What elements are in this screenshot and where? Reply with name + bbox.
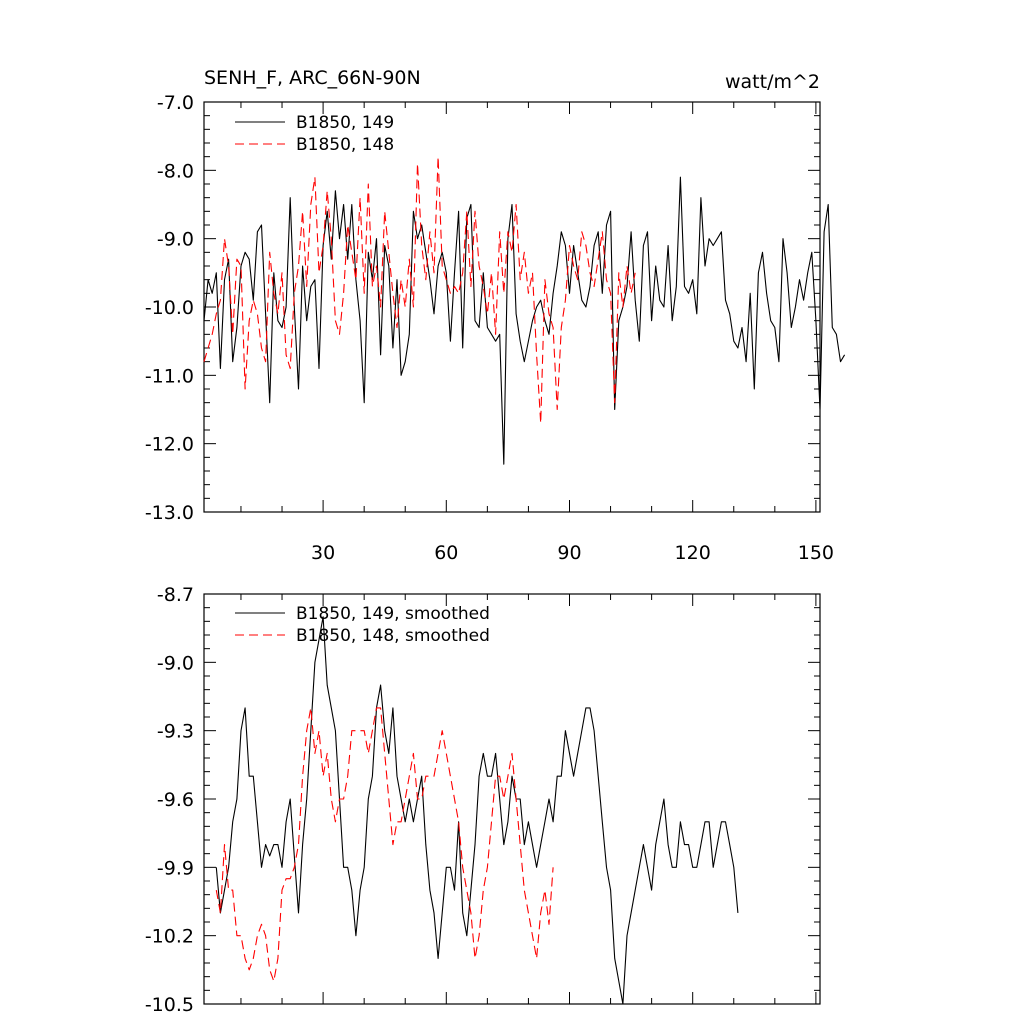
top-x-tick-label: 90 [557,542,581,564]
bottom-y-tick-label: -8.7 [157,584,194,606]
top-y-axis: -7.0 -8.0 -9.0 -10.0 -11.0 -12.0 -13.0 [145,92,820,524]
bottom-y-tick-label: -9.0 [157,652,194,674]
bottom-y-tick-label: -10.5 [145,994,194,1016]
top-series-line-0 [203,176,846,465]
bottom-y-axis: -8.7 -9.0 -9.3 -9.6 -9.9 -10.2 -10.5 [145,584,820,1016]
top-legend-label-148: B1850, 148 [296,135,394,155]
bottom-y-tick-label: -9.6 [157,789,194,811]
top-x-tick-label: 60 [434,542,458,564]
top-series-line-1 [203,156,636,424]
bottom-plot-frame [203,593,821,1005]
bottom-legend-label-148: B1850, 148, smoothed [296,626,490,646]
top-chart-units: watt/m^2 [725,71,820,93]
bottom-series-line-1 [215,707,554,982]
bottom-panel: -8.7 -9.0 -9.3 -9.6 -9.9 -10.2 -10.5 B1850, 14… [145,584,821,1016]
top-panel: SENH_F, ARC_66N-90N watt/m^2 -7.0 -8.0 -9.… [145,67,846,564]
bottom-y-tick-label: -9.9 [157,857,194,879]
bottom-y-tick-label: -10.2 [145,926,194,948]
bottom-legend-label-149: B1850, 149, smoothed [296,604,490,624]
top-x-axis: 30 60 90 120 150 [240,102,834,564]
top-y-tick-label: -8.0 [157,160,194,182]
top-y-tick-label: -7.0 [157,92,194,114]
bottom-series-lines [215,616,739,1005]
bottom-y-tick-label: -9.3 [157,721,194,743]
top-legend: B1850, 149 B1850, 148 [235,113,394,155]
top-series-lines [203,156,846,465]
top-y-tick-label: -10.0 [145,297,194,319]
top-x-tick-label: 150 [798,542,834,564]
top-x-tick-label: 120 [675,542,711,564]
top-y-tick-label: -9.0 [157,229,194,251]
bottom-legend: B1850, 149, smoothed B1850, 148, smoothe… [235,604,490,646]
top-x-tick-label: 30 [311,542,335,564]
bottom-x-axis [240,594,817,1004]
top-y-tick-label: -13.0 [145,502,194,524]
top-y-tick-label: -11.0 [145,365,194,387]
top-legend-label-149: B1850, 149 [296,113,394,133]
top-chart-title: SENH_F, ARC_66N-90N [204,67,421,89]
bottom-series-line-0 [215,616,739,1005]
top-y-tick-label: -12.0 [145,434,194,456]
